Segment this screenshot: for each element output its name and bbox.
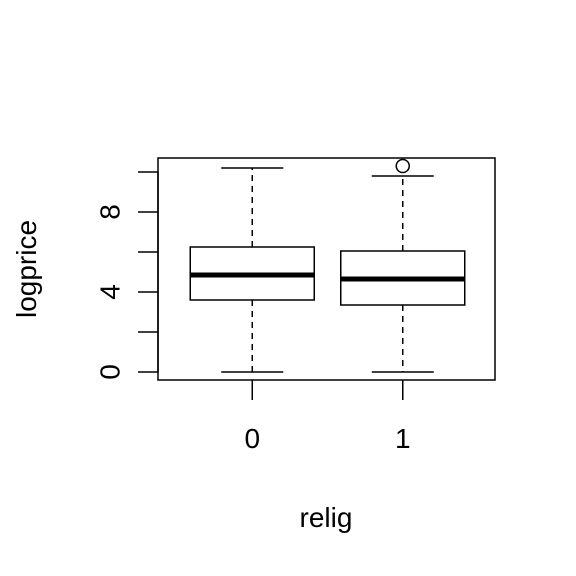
y-tick-label: 4 xyxy=(95,284,126,300)
box-1 xyxy=(340,158,466,373)
box-group xyxy=(189,158,466,373)
y-tick-label: 8 xyxy=(95,204,126,220)
x-tick-label: 1 xyxy=(395,423,411,454)
x-tick-label: 0 xyxy=(244,423,260,454)
outlier-point xyxy=(395,158,410,174)
y-tick-label: 0 xyxy=(95,364,126,380)
x-axis-label: relig xyxy=(300,502,353,533)
box-0 xyxy=(189,167,315,373)
y-axis-label: logprice xyxy=(11,220,42,318)
y-axis: 0 4 8 xyxy=(95,171,159,380)
